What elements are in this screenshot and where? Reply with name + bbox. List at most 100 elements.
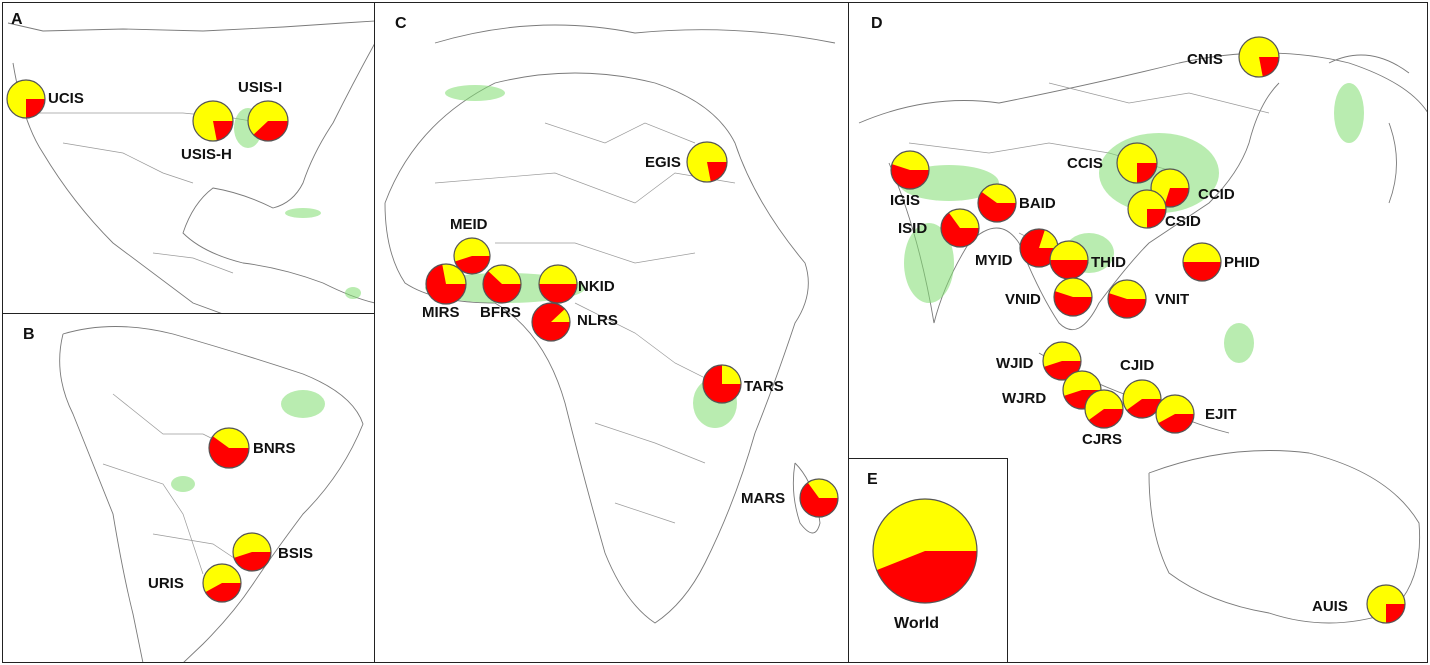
site-label-vnit: VNIT (1155, 291, 1190, 308)
pie-chart-usis-i (246, 99, 290, 143)
pie-chart-ucis (5, 78, 47, 120)
pie-svg (686, 141, 728, 183)
pie-slice-red (539, 284, 577, 303)
site-label-myid: MYID (975, 252, 1013, 269)
pie-slice-red (1137, 163, 1157, 183)
pie-svg (453, 237, 491, 275)
pie-chart-cjid (1121, 378, 1163, 420)
pie-slice-red (532, 303, 570, 341)
pie-slice-red (1108, 293, 1146, 318)
pie-chart-igis (889, 149, 931, 191)
pie-slice-red (483, 270, 521, 303)
site-label-isid: ISID (898, 220, 928, 237)
pie-outline (208, 427, 250, 469)
panel-letter-c: C (395, 15, 407, 32)
site-label-egis: EGIS (645, 154, 681, 171)
pie-chart-cnis (1237, 35, 1281, 79)
pie-slice-red (1126, 399, 1161, 418)
site-label-mars: MARS (741, 490, 786, 507)
pie-slice-red (1050, 260, 1088, 279)
pie-svg (482, 264, 522, 304)
pie-svg (425, 263, 467, 305)
pie-svg (1107, 279, 1147, 319)
panel-c-africa: C (374, 2, 849, 663)
pie-svg (1366, 584, 1406, 624)
panel-letter-a: A (11, 11, 23, 28)
pie-slice-red (1158, 414, 1194, 433)
pie-outline (1182, 242, 1222, 282)
site-label-nkid: NKID (578, 278, 615, 295)
site-label-vnid: VNID (1005, 291, 1041, 308)
pie-outline (1238, 36, 1280, 78)
site-label-meid: MEID (450, 216, 488, 233)
pie-outline (1366, 584, 1406, 624)
pie-outline (940, 208, 980, 248)
pie-outline (192, 100, 234, 142)
pie-svg (1155, 394, 1195, 434)
site-label-mirs: MIRS (422, 304, 460, 321)
pie-chart-uris (201, 562, 243, 604)
pie-slice-red (253, 121, 288, 141)
pie-outline (531, 302, 571, 342)
pie-outline (232, 532, 272, 572)
pie-chart-bsis (231, 531, 273, 573)
pie-svg (872, 498, 978, 604)
pie-outline (799, 478, 839, 518)
site-label-baid: BAID (1019, 195, 1056, 212)
pie-svg (208, 427, 250, 469)
site-label-bsis: BSIS (278, 545, 314, 562)
pie-chart-bnrs (207, 426, 251, 470)
pie-outline (482, 264, 522, 304)
site-label-ccis: CCIS (1067, 155, 1103, 172)
pie-svg (1238, 36, 1280, 78)
pie-chart-vnid (1052, 276, 1094, 318)
pie-outline (247, 100, 289, 142)
map-south-america (59, 326, 364, 662)
pie-slice-red (1183, 262, 1221, 281)
pie-slice-red (205, 583, 241, 602)
site-label-wjrd: WJRD (1002, 390, 1047, 407)
site-label-thid: THID (1091, 254, 1126, 271)
site-label-phid: PHID (1224, 254, 1260, 271)
pie-chart-nkid (537, 263, 579, 305)
pie-svg (6, 79, 46, 119)
pie-svg (1116, 142, 1158, 184)
pie-chart-bfrs (481, 263, 523, 305)
site-label-world: World (894, 615, 940, 632)
pie-slice-red (233, 552, 271, 571)
pie-outline (202, 563, 242, 603)
pie-slice-red (426, 264, 466, 304)
pie-chart-egis (685, 140, 729, 184)
pie-slice-red (1088, 409, 1123, 428)
pie-outline (890, 150, 930, 190)
pie-slice-red (876, 551, 977, 603)
pie-slice-red (454, 256, 490, 274)
pie-chart-baid (976, 182, 1018, 224)
panel-letter-b: B (23, 326, 35, 343)
pie-slice-red (978, 191, 1016, 222)
site-label-tars: TARS (744, 378, 784, 395)
site-label-uris: URIS (148, 575, 184, 592)
pie-outline (977, 183, 1017, 223)
pie-outline (1042, 341, 1082, 381)
site-label-cjrs: CJRS (1082, 431, 1123, 448)
pie-outline (1155, 394, 1195, 434)
pie-chart-nlrs (530, 301, 572, 343)
map-africa (384, 24, 836, 624)
site-label-igis: IGIS (890, 192, 921, 209)
pie-chart-phid (1181, 241, 1223, 283)
pie-slice-red (703, 365, 741, 403)
pie-chart-mirs (424, 262, 468, 306)
pie-chart-meid (452, 236, 492, 276)
pie-svg (531, 302, 571, 342)
pie-chart-thid (1048, 239, 1090, 281)
site-label-csid: CSID (1165, 213, 1201, 230)
pie-svg (1182, 242, 1222, 282)
pie-svg (1053, 277, 1093, 317)
pie-outline (686, 141, 728, 183)
pie-outline (425, 263, 467, 305)
pie-slice-red (707, 162, 727, 182)
pie-outline (1084, 389, 1124, 429)
pie-outline (1053, 277, 1093, 317)
pie-chart-cjrs (1083, 388, 1125, 430)
